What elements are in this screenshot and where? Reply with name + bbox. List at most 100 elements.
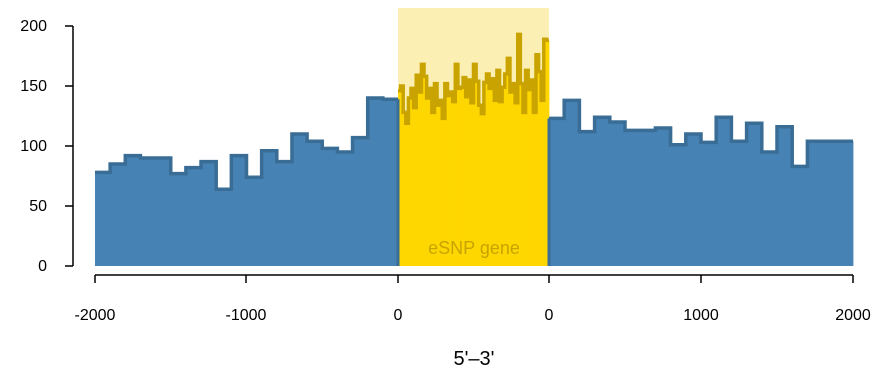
gene-body-bin [426, 98, 430, 266]
downstream-bin [716, 117, 732, 266]
gene-body-bin [455, 64, 459, 267]
downstream-bin [822, 141, 839, 266]
y-tick-label: 50 [29, 198, 47, 215]
upstream-bin [352, 137, 369, 266]
gene-body-bin [442, 118, 446, 267]
gene-body-bin [489, 88, 493, 267]
gene-body-bin [522, 112, 526, 267]
x-tick-label: -2000 [75, 307, 116, 324]
gene-body-bin [463, 77, 467, 266]
gene-body-bin [403, 112, 407, 267]
y-tick-label: 150 [20, 78, 47, 95]
gene-body-bin [437, 105, 441, 266]
gene-body-bin [416, 75, 420, 266]
upstream-bin [322, 148, 338, 266]
upstream-bin [261, 150, 278, 266]
upstream-bin [216, 189, 232, 266]
gene-body-bin [418, 92, 422, 266]
gene-body-bin [507, 58, 511, 267]
gene-body-bin [512, 83, 516, 266]
axes: 0 50 100 150 200 -2000 -1000 0 0 1000 2000 [20, 18, 871, 324]
gene-body-bin [515, 102, 519, 266]
gene-body-bin [491, 78, 495, 266]
gene-body-bin [452, 101, 456, 266]
upstream-bin [246, 177, 263, 266]
downstream-bin [670, 144, 687, 266]
downstream-line [549, 98, 853, 169]
gene-body-bin [478, 105, 482, 266]
gene-body-bin [468, 80, 472, 266]
downstream-bin [594, 117, 611, 266]
gene-body-bin [541, 100, 545, 267]
gene-body-bin [400, 86, 404, 266]
gene-body-bin [504, 74, 508, 266]
upstream-bin [155, 158, 172, 266]
gene-body-bin [486, 74, 490, 266]
downstream-bin [549, 118, 565, 267]
downstream-bin [609, 122, 626, 266]
gene-body-bin [494, 100, 498, 267]
downstream-bin [625, 130, 641, 266]
gene-body-bin [413, 107, 417, 266]
y-tick-label: 100 [20, 138, 47, 155]
upstream-bin [185, 167, 202, 266]
gene-body-bin [434, 83, 438, 266]
downstream-bin [746, 123, 763, 266]
upstream-bin [276, 161, 293, 266]
x-axis-label: 5'–3' [453, 348, 494, 370]
x-tick-label: -1000 [226, 307, 267, 324]
downstream-bin [761, 152, 778, 266]
downstream-bin [640, 130, 656, 266]
upstream-bin [337, 152, 353, 266]
gene-body-bin [447, 95, 451, 266]
downstream-bin [701, 142, 717, 266]
gene-body-bin [405, 123, 409, 266]
gene-body-bin [520, 83, 524, 266]
x-tick-label: 1000 [683, 307, 719, 324]
gene-body-bin [528, 89, 532, 266]
downstream-bin [579, 131, 595, 266]
x-tick-label: 0 [545, 307, 554, 324]
upstream-bin [95, 172, 111, 266]
gene-body-bin [439, 100, 443, 267]
gene-body-bin [525, 70, 529, 267]
downstream-bin [685, 134, 702, 266]
upstream-bin [307, 141, 323, 266]
gene-body-bin [457, 88, 461, 267]
upstream-bin [367, 98, 384, 266]
y-tick-label: 200 [20, 18, 47, 35]
gene-body-bin [483, 82, 487, 267]
gene-body-bin [543, 39, 547, 267]
upstream-bin [201, 161, 217, 266]
downstream-bin [777, 126, 793, 266]
upstream-bin [170, 173, 187, 266]
gene-body-bin [538, 71, 542, 266]
downstream-bin [807, 141, 823, 266]
gene-body-bin [473, 64, 477, 267]
downstream-bin [655, 128, 671, 266]
gene-body-bin [496, 70, 500, 267]
gene-body-bin [431, 112, 435, 267]
gene-body-bin [530, 80, 534, 266]
upstream-bin [140, 158, 156, 266]
gene-body-bin [411, 88, 415, 267]
gene-body-bin [533, 112, 537, 267]
gene-body-bin [499, 101, 503, 266]
downstream-bin [564, 100, 580, 267]
gene-body-bin [476, 81, 480, 266]
downstream-bin [792, 166, 808, 266]
gene-body-bin [481, 113, 485, 266]
upstream-bin [382, 99, 399, 266]
gene-body-bin [398, 90, 402, 266]
gene-body-bin [465, 96, 469, 266]
gene-body-bin [517, 34, 521, 267]
downstream-bin [837, 141, 854, 266]
downstream-bin [731, 141, 747, 266]
gene-body-bin [509, 92, 513, 266]
upstream-bin [110, 164, 126, 266]
upstream-bin [291, 134, 308, 266]
gene-body-bin [424, 76, 428, 267]
x-tick-label: 0 [394, 307, 403, 324]
upstream-bin [125, 155, 141, 266]
